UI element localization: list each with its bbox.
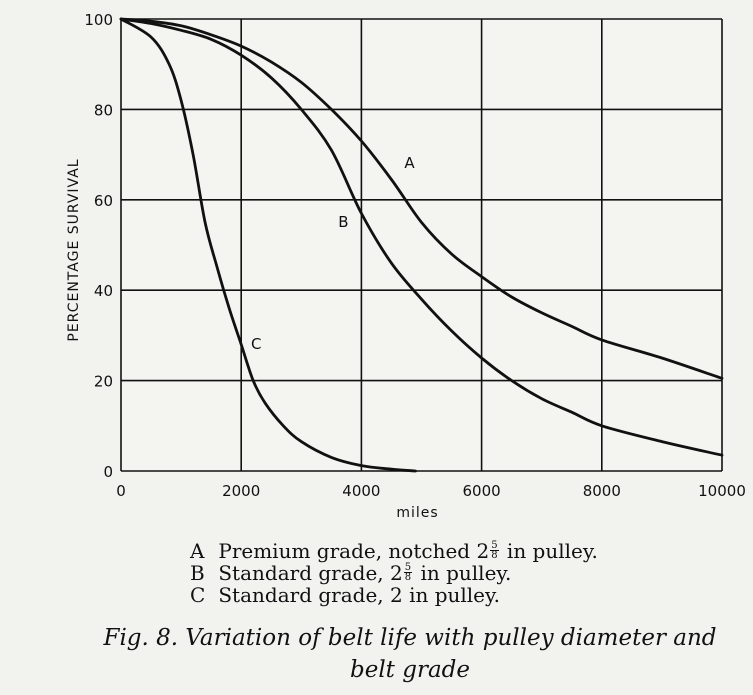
series-line-b: [119, 17, 724, 457]
y-tick-label: 40: [94, 282, 113, 300]
y-tick-label: 60: [94, 192, 113, 210]
x-tick-label: 6000: [463, 482, 501, 500]
series-labels: A B C: [251, 154, 415, 353]
y-tick-label: 80: [94, 101, 113, 119]
x-tick-label: 2000: [222, 482, 260, 500]
legend-key: B: [190, 561, 205, 585]
legend-text: Standard grade, 2: [218, 561, 403, 585]
x-tick-label: 10000: [698, 482, 746, 500]
legend-item-c: C Standard grade, 2 in pulley.: [190, 584, 598, 606]
x-axis-title: miles: [396, 505, 438, 521]
y-tick-label: 0: [103, 463, 113, 481]
x-tick-label: 8000: [583, 482, 621, 500]
legend-text-after: in pulley.: [506, 539, 598, 563]
y-axis-title: PERCENTAGE SURVIVAL: [66, 158, 82, 341]
series-label-b: B: [338, 213, 348, 231]
legend-key: A: [190, 539, 205, 563]
legend-text: Premium grade, notched 2: [218, 539, 490, 563]
plot-area: [121, 19, 722, 471]
y-tick-label: 20: [94, 373, 113, 391]
series-line-c: [119, 17, 417, 473]
series-line-a: [119, 17, 724, 380]
y-tick-labels: 0 20 40 60 80 100: [84, 11, 113, 481]
figure-caption: Fig. 8. Variation of belt life with pull…: [70, 622, 750, 686]
caption-line-1: Fig. 8. Variation of belt life with pull…: [103, 625, 717, 651]
fraction-numerator: 5: [403, 562, 413, 573]
series-label-a: A: [404, 154, 415, 172]
legend-key: C: [190, 583, 206, 607]
grid-lines: [120, 18, 723, 472]
x-tick-label: 0: [116, 482, 126, 500]
caption-line-2: belt grade: [349, 657, 470, 683]
series-label-c: C: [251, 335, 261, 353]
fraction-numerator: 5: [490, 540, 499, 551]
x-tick-labels: 0 2000 4000 6000 8000 10000: [116, 482, 746, 500]
x-tick-label: 4000: [342, 482, 380, 500]
legend-text: Standard grade, 2 in pulley.: [218, 583, 501, 607]
series-lines: [119, 17, 724, 473]
y-tick-label: 100: [84, 11, 113, 29]
fraction-denominator: 8: [491, 550, 498, 561]
fraction-denominator: 8: [404, 572, 412, 583]
legend-text-after: in pulley.: [420, 561, 512, 585]
